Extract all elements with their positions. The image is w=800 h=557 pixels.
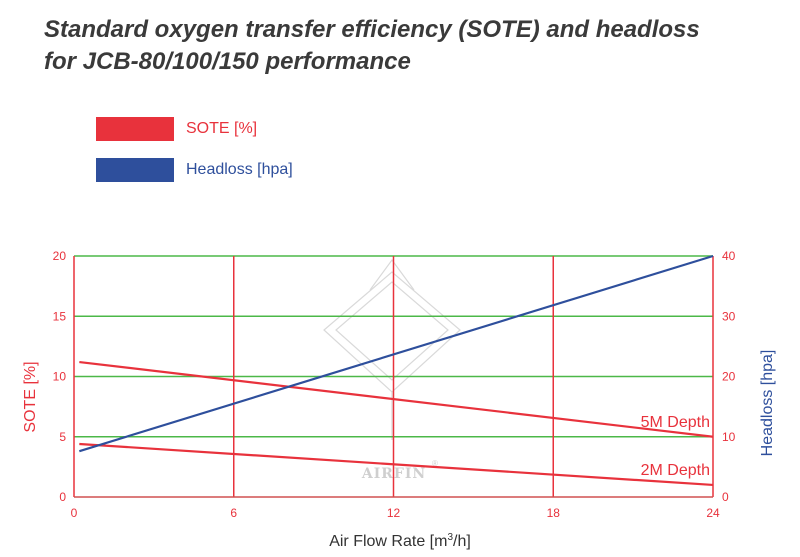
x-axis-title: Air Flow Rate [m3/h] [329,532,471,550]
chart-title-line-1: Standard oxygen transfer efficiency (SOT… [44,16,700,43]
legend-label-sote: SOTE [%] [186,120,258,137]
y-right-tick-label: 10 [722,430,736,444]
x-tick-label: 0 [71,506,78,520]
x-tick-label: 12 [387,506,401,520]
chart-title: Standard oxygen transfer efficiency (SOT… [44,14,700,78]
series-line-2 [79,442,714,487]
y-right-tick-label: 40 [722,249,736,263]
y-left-tick-label: 20 [53,249,67,263]
x-tick-label: 6 [230,506,237,520]
y-axis-right-title: Headloss [hpa] [759,350,776,457]
watermark-logo [323,258,461,440]
chart-title-line-2: for JCB-80/100/150 performance [44,48,411,75]
watermark-registered-mark: ® [432,459,438,468]
series-label-2: 2M Depth [641,462,710,479]
series-line-3 [79,254,714,453]
series-label-1: 5M Depth [641,414,710,431]
y-right-tick-label: 20 [722,370,736,384]
series-line-1 [79,360,714,438]
y-left-tick-label: 5 [59,430,66,444]
legend-swatch-headloss [96,158,174,182]
y-left-tick-label: 0 [59,490,66,504]
legend-swatch-sote [96,117,174,141]
y-right-tick-label: 30 [722,309,736,323]
x-tick-label: 24 [706,506,720,520]
y-right-tick-label: 0 [722,490,729,504]
y-left-tick-label: 10 [53,370,67,384]
legend-label-headloss: Headloss [hpa] [186,161,293,178]
x-tick-label: 18 [547,506,561,520]
y-axis-left-title: SOTE [%] [22,361,39,432]
y-left-tick-label: 15 [53,309,67,323]
